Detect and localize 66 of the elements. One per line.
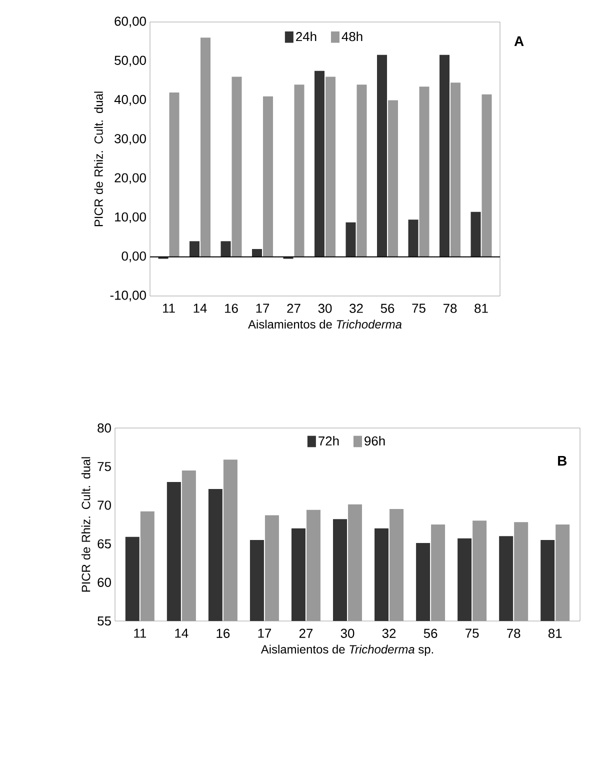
x-tick-label: 56 — [424, 628, 438, 638]
y-tick-label: 30,00 — [114, 134, 146, 145]
y-axis-title: PICR de Rhiz. Cult. dual — [81, 457, 90, 592]
y-tick-label: 70 — [98, 500, 111, 510]
bar — [470, 212, 481, 257]
bar — [377, 54, 388, 257]
y-tick-label: 75 — [98, 462, 111, 472]
bar — [440, 54, 450, 257]
x-tick-label: 75 — [412, 304, 426, 313]
x-tick-label: 14 — [175, 628, 188, 638]
x-tick-label: 32 — [350, 304, 363, 313]
bar — [326, 76, 336, 257]
legend-label: 96h — [364, 436, 385, 446]
bar — [346, 222, 356, 257]
legend-label: 24h — [296, 32, 316, 42]
x-tick-label: 78 — [443, 304, 457, 313]
y-tick-label: 50,00 — [114, 56, 146, 66]
bar — [169, 92, 180, 257]
x-tick-label: 27 — [299, 628, 313, 638]
x-tick-label: 81 — [474, 304, 488, 313]
x-tick-label: 16 — [216, 628, 230, 638]
x-tick-label: 75 — [466, 628, 479, 638]
x-tick-label: 56 — [380, 304, 394, 313]
bar — [190, 241, 200, 257]
y-tick-label: 60,00 — [114, 16, 146, 28]
x-axis-title: Aislamientos de Trichoderma sp. — [260, 644, 434, 656]
text: A — [514, 36, 524, 46]
x-tick-label: 30 — [340, 628, 354, 638]
annotation: B — [558, 456, 567, 466]
x-tick-label: 14 — [194, 304, 207, 313]
bar — [356, 84, 367, 257]
x-axis-title: Aislamientos de Trichoderma — [248, 320, 402, 329]
y-tick-label: 10,00 — [115, 212, 146, 224]
y-tick-label: -10,00 — [110, 290, 146, 302]
x-tick-label: 16 — [225, 304, 238, 313]
legend-label: 72h — [318, 436, 339, 446]
y-tick-label: 60 — [98, 578, 111, 587]
bar — [314, 70, 325, 257]
bar — [252, 249, 262, 257]
bar — [419, 86, 430, 257]
x-tick-label: 11 — [163, 304, 175, 313]
x-tick-label: 11 — [134, 628, 146, 638]
bar — [388, 100, 398, 257]
x-tick-label: 30 — [318, 304, 332, 313]
x-tick-label: 32 — [382, 628, 396, 638]
x-tick-label: 27 — [287, 304, 300, 313]
y-tick-label: 0,00 — [122, 252, 146, 262]
bar — [263, 96, 273, 257]
bar — [232, 76, 242, 257]
x-tick-label: 17 — [258, 628, 272, 638]
y-tick-label: 65 — [98, 539, 111, 548]
bar — [294, 84, 304, 257]
bar — [450, 82, 461, 257]
bar — [482, 94, 492, 257]
y-tick-label: 55 — [98, 616, 111, 626]
bar — [220, 241, 231, 257]
x-tick-label: 78 — [507, 628, 520, 638]
y-tick-label: 20,00 — [114, 173, 146, 184]
y-tick-label: 80 — [98, 423, 111, 433]
y-axis-title: PICR de Rhiz. Cult. dual — [94, 92, 103, 226]
bar — [408, 220, 418, 257]
bar — [200, 38, 210, 257]
legend-label: 48h — [342, 32, 362, 42]
y-tick-label: 40,00 — [114, 94, 146, 106]
x-tick-label: 81 — [548, 628, 562, 638]
x-tick-label: 17 — [256, 304, 270, 313]
